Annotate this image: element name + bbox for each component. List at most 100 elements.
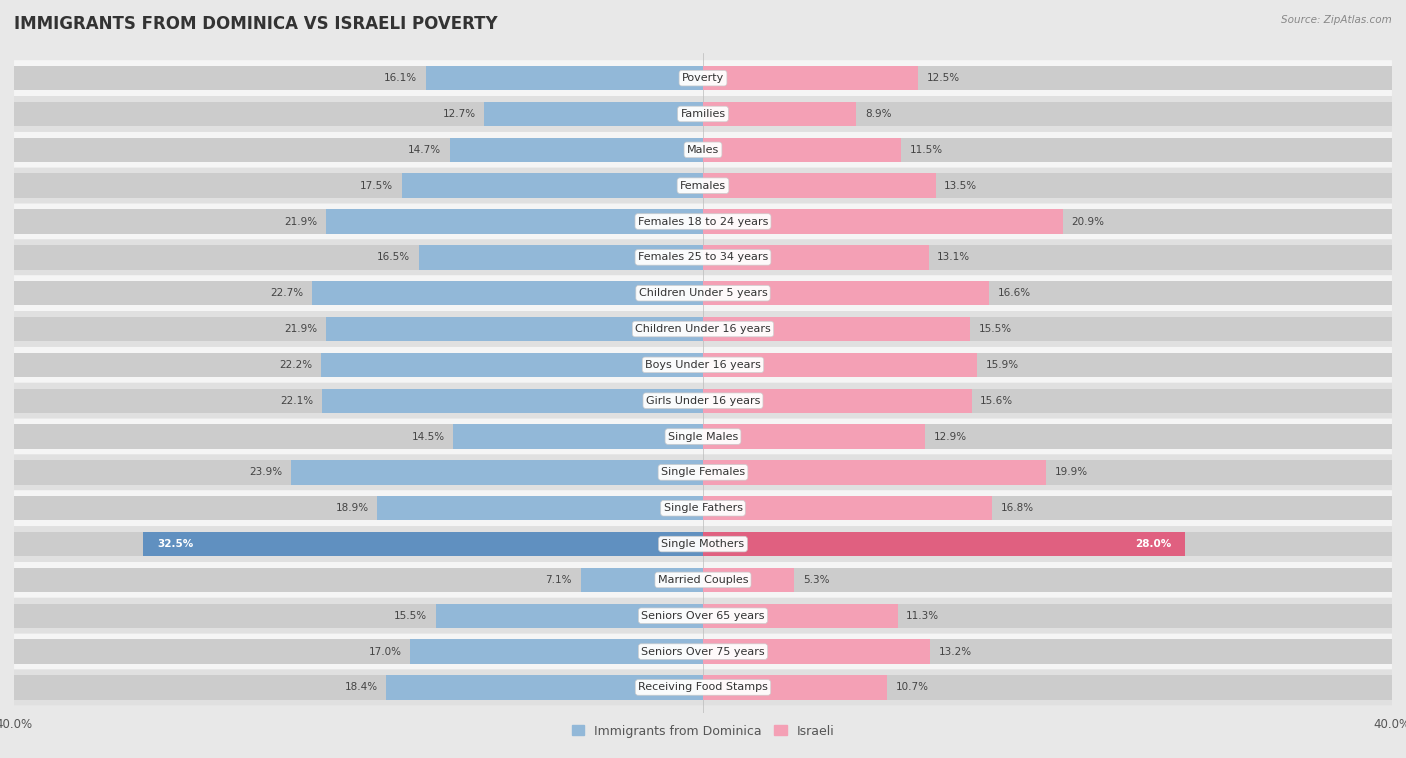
Bar (14, 102, 1392, 126)
Bar (14, 317, 1392, 341)
Text: 13.2%: 13.2% (939, 647, 972, 656)
Bar (484, 102, 703, 126)
Text: 12.7%: 12.7% (443, 109, 475, 119)
Bar (14, 460, 1392, 484)
Bar (377, 496, 703, 521)
Text: Females: Females (681, 180, 725, 191)
Text: 5.3%: 5.3% (803, 575, 830, 585)
Bar (703, 281, 988, 305)
Text: 22.2%: 22.2% (278, 360, 312, 370)
Bar (703, 389, 972, 413)
Text: Single Fathers: Single Fathers (664, 503, 742, 513)
FancyBboxPatch shape (14, 526, 1392, 562)
Bar (14, 496, 1392, 521)
Bar (322, 389, 703, 413)
Bar (581, 568, 703, 592)
Text: Females 25 to 34 years: Females 25 to 34 years (638, 252, 768, 262)
Bar (453, 424, 703, 449)
Bar (703, 460, 1046, 484)
Text: Children Under 5 years: Children Under 5 years (638, 288, 768, 298)
Bar (14, 603, 1392, 628)
Text: 22.1%: 22.1% (281, 396, 314, 406)
FancyBboxPatch shape (14, 311, 1392, 347)
Text: 18.4%: 18.4% (344, 682, 377, 692)
Text: 11.5%: 11.5% (910, 145, 943, 155)
Bar (291, 460, 703, 484)
Bar (703, 532, 1185, 556)
Text: 10.7%: 10.7% (896, 682, 929, 692)
FancyBboxPatch shape (14, 634, 1392, 669)
Text: Seniors Over 65 years: Seniors Over 65 years (641, 611, 765, 621)
Bar (312, 281, 703, 305)
Bar (321, 352, 703, 377)
Bar (703, 640, 931, 664)
Text: Married Couples: Married Couples (658, 575, 748, 585)
Bar (703, 174, 935, 198)
Text: Children Under 16 years: Children Under 16 years (636, 324, 770, 334)
Text: 19.9%: 19.9% (1054, 468, 1087, 478)
Bar (703, 568, 794, 592)
FancyBboxPatch shape (14, 490, 1392, 526)
Text: 16.8%: 16.8% (1001, 503, 1033, 513)
Bar (426, 66, 703, 90)
Bar (387, 675, 703, 700)
Text: Seniors Over 75 years: Seniors Over 75 years (641, 647, 765, 656)
Bar (703, 317, 970, 341)
Text: Males: Males (688, 145, 718, 155)
Text: Boys Under 16 years: Boys Under 16 years (645, 360, 761, 370)
Text: 14.5%: 14.5% (412, 431, 444, 442)
FancyBboxPatch shape (14, 275, 1392, 311)
FancyBboxPatch shape (14, 562, 1392, 598)
FancyBboxPatch shape (14, 347, 1392, 383)
Text: 16.1%: 16.1% (384, 74, 418, 83)
Text: Single Mothers: Single Mothers (661, 539, 745, 549)
FancyBboxPatch shape (14, 455, 1392, 490)
Bar (703, 352, 977, 377)
Text: Poverty: Poverty (682, 74, 724, 83)
Text: Families: Families (681, 109, 725, 119)
Text: IMMIGRANTS FROM DOMINICA VS ISRAELI POVERTY: IMMIGRANTS FROM DOMINICA VS ISRAELI POVE… (14, 15, 498, 33)
Bar (411, 640, 703, 664)
FancyBboxPatch shape (14, 132, 1392, 168)
Text: 17.5%: 17.5% (360, 180, 392, 191)
Bar (703, 138, 901, 162)
Text: 8.9%: 8.9% (865, 109, 891, 119)
Bar (450, 138, 703, 162)
Text: 28.0%: 28.0% (1135, 539, 1171, 549)
Text: 12.9%: 12.9% (934, 431, 967, 442)
Bar (143, 532, 703, 556)
Text: 13.1%: 13.1% (938, 252, 970, 262)
Bar (703, 209, 1063, 233)
Legend: Immigrants from Dominica, Israeli: Immigrants from Dominica, Israeli (567, 719, 839, 743)
Bar (703, 496, 993, 521)
Bar (402, 174, 703, 198)
Text: 12.5%: 12.5% (927, 74, 960, 83)
Bar (436, 603, 703, 628)
Bar (703, 102, 856, 126)
Text: 15.5%: 15.5% (394, 611, 427, 621)
Text: Receiving Food Stamps: Receiving Food Stamps (638, 682, 768, 692)
FancyBboxPatch shape (14, 383, 1392, 418)
Bar (14, 568, 1392, 592)
FancyBboxPatch shape (14, 669, 1392, 706)
FancyBboxPatch shape (14, 96, 1392, 132)
Text: 18.9%: 18.9% (336, 503, 368, 513)
Bar (703, 424, 925, 449)
Text: 23.9%: 23.9% (250, 468, 283, 478)
Bar (326, 317, 703, 341)
Bar (14, 209, 1392, 233)
FancyBboxPatch shape (14, 240, 1392, 275)
FancyBboxPatch shape (14, 418, 1392, 455)
Bar (703, 245, 928, 270)
Text: Source: ZipAtlas.com: Source: ZipAtlas.com (1281, 15, 1392, 25)
Bar (14, 352, 1392, 377)
Bar (419, 245, 703, 270)
FancyBboxPatch shape (14, 598, 1392, 634)
Text: 14.7%: 14.7% (408, 145, 441, 155)
Bar (14, 174, 1392, 198)
Bar (14, 138, 1392, 162)
Text: 17.0%: 17.0% (368, 647, 402, 656)
Text: Single Females: Single Females (661, 468, 745, 478)
Text: 15.5%: 15.5% (979, 324, 1012, 334)
Text: 15.6%: 15.6% (980, 396, 1014, 406)
